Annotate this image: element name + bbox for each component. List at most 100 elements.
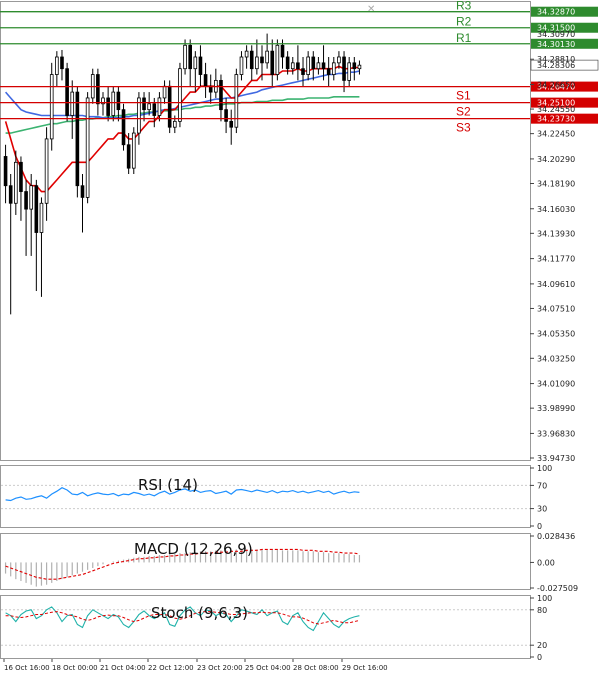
candle [3, 144, 8, 204]
candle-body-up [183, 44, 187, 70]
time-tick-label: 22 Oct 12:00 [148, 664, 194, 672]
candle-body-down [65, 68, 69, 116]
close-icon[interactable]: ✕ [367, 4, 375, 15]
level-tag-r3 [531, 6, 598, 17]
candle [234, 68, 239, 134]
price-tick-label: 33.98990 [537, 404, 575, 413]
level-tag-s2 [531, 97, 598, 108]
candle [14, 150, 18, 215]
candle [167, 80, 172, 134]
indicator-tick-label: 0 [537, 522, 542, 531]
candle [19, 156, 23, 221]
candle [55, 51, 59, 87]
rsi-line [5, 487, 360, 502]
candle [311, 51, 316, 81]
candle-body-up [357, 64, 362, 70]
level-tag-label-s3: 34.23730 [537, 115, 575, 124]
candle [326, 56, 331, 87]
indicator-tick-label: -0.027509 [537, 584, 578, 593]
candle [131, 127, 136, 175]
candle-body-down [96, 74, 100, 105]
ma-mid-line [4, 70, 360, 119]
current-price-label: 34.28306 [537, 61, 575, 70]
price-tick-label: 34.22450 [537, 130, 575, 139]
candle [249, 45, 254, 81]
indicator-tick-label: 80 [537, 606, 547, 615]
candle [8, 174, 13, 315]
price-tick-label: 34.13930 [537, 229, 575, 238]
candle [101, 92, 105, 116]
candle [275, 39, 280, 81]
candle [244, 45, 249, 69]
candle [49, 62, 54, 151]
candle [347, 56, 351, 87]
candle-body-up [101, 97, 105, 105]
price-tick-label: 34.03250 [537, 354, 575, 363]
candle-body-down [34, 185, 39, 233]
candle [265, 33, 269, 69]
time-tick-label: 23 Oct 20:00 [197, 664, 243, 672]
candle-body-down [142, 97, 146, 111]
time-tick-label: 18 Oct 00:00 [52, 664, 98, 672]
candle-body-down [260, 56, 264, 64]
candle-body-up [44, 138, 49, 204]
rsi-panel: 100 70 30 0 [1, 464, 552, 531]
price-tick-label: 34.26650 [537, 80, 575, 89]
candle-body-up [306, 56, 310, 75]
level-tag-label-r1: 34.30130 [537, 40, 575, 49]
candle [24, 179, 28, 256]
candle-body-up [85, 97, 90, 198]
indicator-tick-label: 0.028436 [537, 532, 575, 541]
candle [290, 56, 295, 75]
candle-body-up [244, 50, 249, 58]
price-tick-label: 34.18190 [537, 179, 575, 188]
indicator-tick-label: 100 [537, 594, 552, 603]
candle [270, 39, 275, 87]
candle [296, 45, 300, 81]
candle [198, 45, 203, 87]
candle-body-down [106, 97, 110, 116]
candle [321, 45, 326, 81]
stoch-panel-frame [0, 595, 531, 659]
level-tag-label-s2: 34.25100 [537, 99, 575, 108]
candle [121, 103, 126, 151]
time-tick-label: 21 Oct 04:00 [100, 664, 146, 672]
price-tick-label: 34.28810 [537, 55, 575, 64]
macd-title: MACD (12,26,9) [134, 540, 253, 558]
candle [219, 74, 223, 122]
candle [157, 92, 162, 122]
candle-body-up [337, 56, 341, 64]
candle [357, 60, 362, 75]
price-tick-label: 34.09610 [537, 280, 575, 289]
candle-body-up [239, 56, 244, 75]
candle [316, 56, 321, 75]
candle-body-down [270, 50, 275, 75]
candle [337, 51, 341, 69]
indicator-tick-label: 30 [537, 505, 547, 514]
candle-body-down [198, 56, 203, 75]
stoch-d-line [5, 611, 360, 625]
indicator-tick-label: 20 [537, 641, 547, 650]
candle-body-down [24, 191, 28, 210]
level-name-s1: S1 [456, 89, 471, 103]
level-tag-label-s1: 34.26470 [537, 83, 575, 92]
candle [162, 80, 167, 104]
candle-body-up [234, 74, 239, 128]
price-tick-label: 34.24550 [537, 105, 575, 114]
indicator-tick-label: 70 [537, 481, 547, 490]
candle-body-up [131, 132, 136, 169]
candle [60, 49, 64, 81]
main-price-panel [3, 33, 362, 315]
candle-body-up [331, 62, 336, 75]
candle-body-down [321, 62, 326, 70]
stoch-k-line [5, 606, 360, 632]
candle [147, 92, 151, 116]
candle [126, 133, 131, 175]
candle [29, 174, 34, 256]
macd-signal-line [5, 548, 360, 580]
candle [342, 51, 346, 93]
candle [34, 179, 39, 292]
candle-body-down [188, 44, 193, 70]
level-tag-r2 [531, 22, 598, 33]
candle-body-up [39, 202, 44, 233]
